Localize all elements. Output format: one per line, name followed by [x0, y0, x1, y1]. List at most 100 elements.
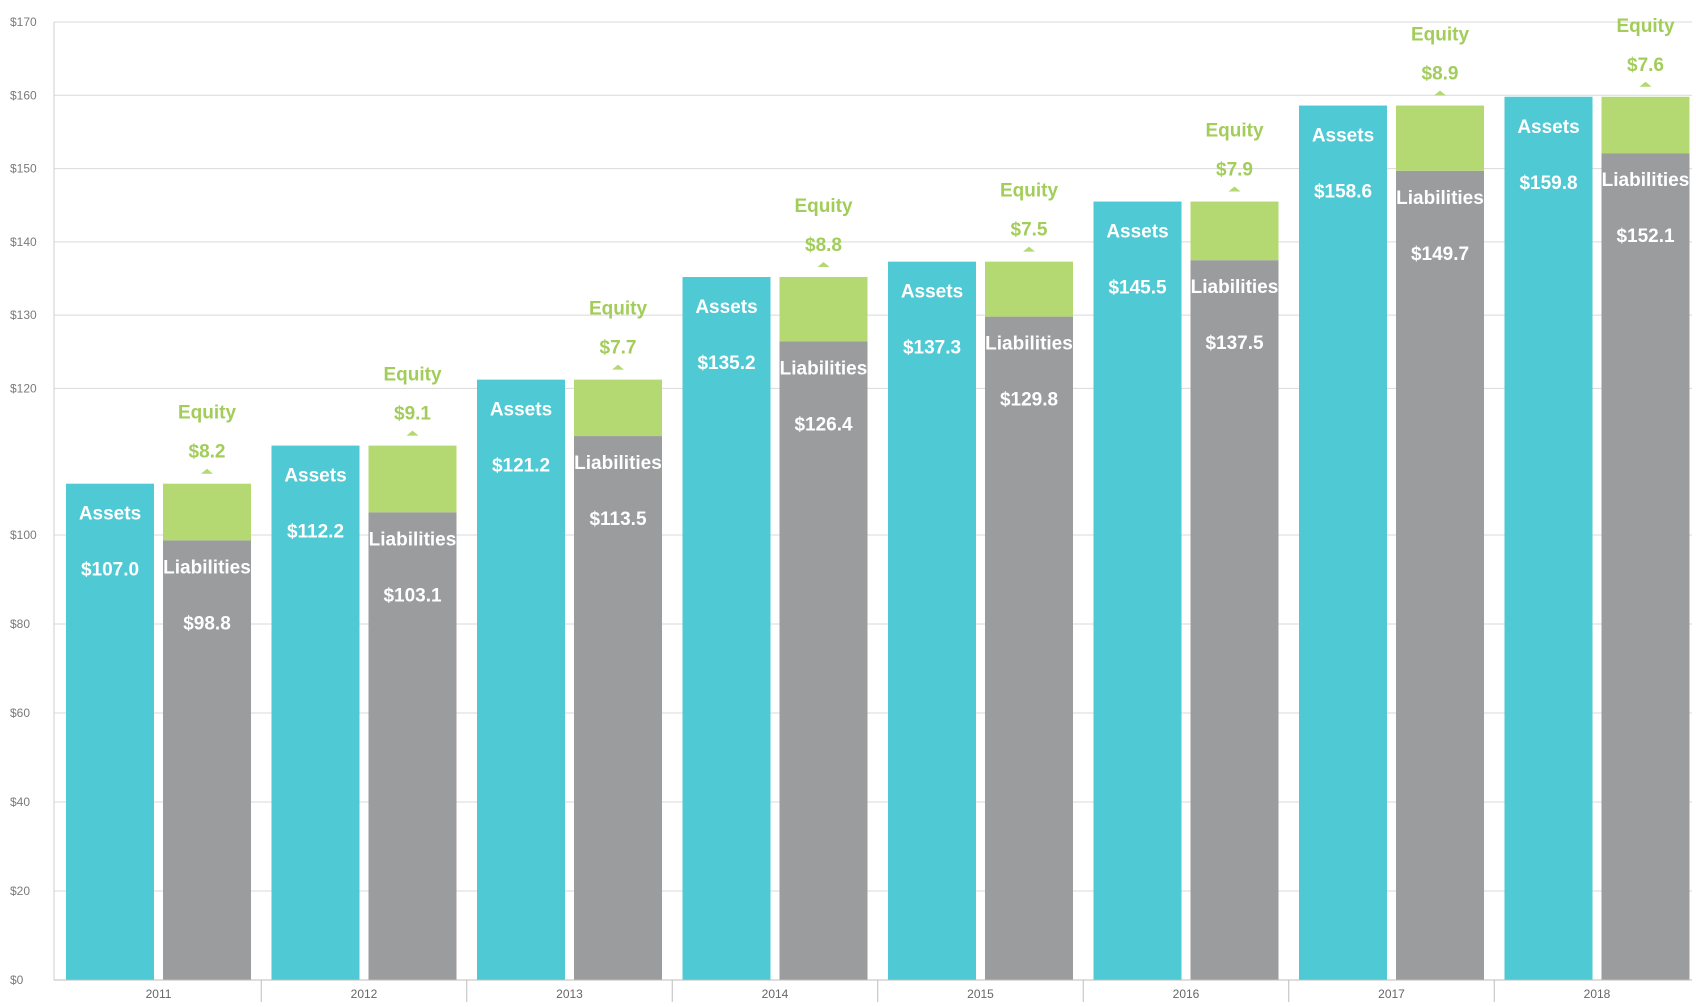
assets-bar [66, 483, 154, 980]
equity-bar-segment [1396, 105, 1484, 171]
x-tick-label: 2011 [146, 987, 172, 1001]
x-tick-label: 2015 [967, 987, 994, 1001]
equity-bar-segment [574, 379, 662, 437]
y-tick-label: $20 [10, 884, 30, 898]
assets-value-label: $159.8 [1519, 173, 1577, 194]
x-tick-label: 2016 [1173, 987, 1200, 1001]
liabilities-series-label: Liabilities [369, 529, 457, 550]
equity-marker [406, 430, 419, 436]
y-tick-label: $160 [10, 88, 37, 102]
equity-series-label: Equity [589, 299, 647, 320]
liabilities-series-label: Liabilities [985, 334, 1073, 355]
assets-value-label: $112.2 [287, 522, 344, 543]
equity-series-label: Equity [1000, 181, 1058, 202]
assets-bar [1299, 105, 1387, 980]
x-tick-label: 2012 [351, 987, 378, 1001]
equity-series-label: Equity [178, 403, 236, 424]
equity-bar-segment [779, 277, 868, 342]
liabilities-series-label: Liabilities [1602, 170, 1690, 191]
y-tick-label: $120 [10, 381, 37, 395]
equity-series-label: Equity [383, 365, 441, 386]
liabilities-bar [1190, 260, 1279, 980]
equity-marker [612, 364, 624, 370]
liabilities-value-label: $129.8 [1000, 390, 1058, 411]
liabilities-bar [574, 436, 662, 980]
liabilities-value-label: $103.1 [383, 585, 442, 606]
liabilities-series-label: Liabilities [1191, 277, 1279, 298]
equity-marker [201, 468, 213, 474]
y-tick-label: $0 [10, 973, 24, 987]
x-tick-label: 2013 [556, 987, 583, 1001]
equity-marker [1228, 186, 1241, 192]
liabilities-bar [1396, 170, 1484, 980]
equity-series-label: Equity [794, 196, 852, 217]
equity-marker [1023, 246, 1035, 252]
liabilities-series-label: Liabilities [780, 359, 868, 380]
liabilities-series-label: Liabilities [574, 453, 662, 474]
liabilities-value-label: $152.1 [1616, 226, 1675, 247]
assets-bar [1504, 96, 1593, 981]
equity-bar-segment [1190, 201, 1279, 261]
assets-bar [271, 445, 360, 980]
y-tick-label: $100 [10, 528, 37, 542]
assets-value-label: $135.2 [697, 353, 755, 374]
x-tick-label: 2017 [1378, 987, 1405, 1001]
assets-series-label: Assets [490, 400, 552, 421]
assets-value-label: $145.5 [1108, 278, 1167, 299]
liabilities-value-label: $149.7 [1411, 244, 1469, 265]
equity-bar-segment [368, 445, 457, 513]
equity-bar-segment [1601, 96, 1690, 154]
y-tick-label: $150 [10, 162, 37, 176]
assets-series-label: Assets [284, 466, 346, 487]
equity-bar-segment [163, 483, 251, 541]
assets-bar [888, 261, 976, 980]
assets-series-label: Assets [1106, 222, 1168, 243]
y-tick-label: $130 [10, 308, 37, 322]
assets-series-label: Assets [1312, 126, 1374, 147]
liabilities-bar [368, 512, 457, 980]
equity-marker [817, 262, 830, 268]
liabilities-value-label: $126.4 [794, 415, 853, 436]
y-tick-label: $80 [10, 617, 30, 631]
assets-value-label: $158.6 [1314, 182, 1372, 203]
liabilities-bar [985, 316, 1073, 980]
equity-series-label: Equity [1616, 16, 1674, 37]
x-tick-label: 2018 [1584, 987, 1611, 1001]
assets-series-label: Assets [1517, 117, 1579, 138]
assets-value-label: $121.2 [492, 456, 550, 477]
liabilities-bar [779, 341, 868, 980]
equity-series-label: Equity [1205, 121, 1263, 142]
liabilities-bar [163, 540, 251, 980]
equity-marker [1434, 90, 1446, 96]
equity-value-label: $8.9 [1422, 64, 1459, 85]
y-tick-label: $40 [10, 795, 30, 809]
equity-value-label: $8.2 [189, 442, 226, 463]
liabilities-value-label: $137.5 [1205, 333, 1264, 354]
equity-bar-segment [985, 261, 1073, 317]
y-tick-label: $170 [10, 15, 37, 29]
assets-bar [477, 379, 565, 980]
equity-marker [1639, 81, 1652, 87]
assets-series-label: Assets [695, 297, 757, 318]
liabilities-value-label: $98.8 [183, 613, 231, 634]
x-tick-label: 2014 [762, 987, 789, 1001]
assets-value-label: $137.3 [903, 338, 961, 359]
equity-value-label: $7.6 [1627, 55, 1664, 76]
liabilities-bar [1601, 153, 1690, 981]
y-tick-label: $60 [10, 706, 30, 720]
y-tick-label: $140 [10, 235, 37, 249]
assets-bar [1093, 201, 1182, 981]
assets-bar [682, 277, 771, 980]
equity-value-label: $7.9 [1216, 160, 1253, 181]
liabilities-value-label: $113.5 [589, 509, 646, 530]
equity-series-label: Equity [1411, 25, 1469, 46]
equity-value-label: $7.7 [600, 338, 637, 359]
equity-value-label: $9.1 [394, 404, 431, 425]
liabilities-series-label: Liabilities [163, 557, 251, 578]
assets-series-label: Assets [901, 282, 963, 303]
liabilities-series-label: Liabilities [1396, 188, 1484, 209]
equity-value-label: $8.8 [805, 235, 842, 256]
assets-series-label: Assets [79, 504, 141, 525]
